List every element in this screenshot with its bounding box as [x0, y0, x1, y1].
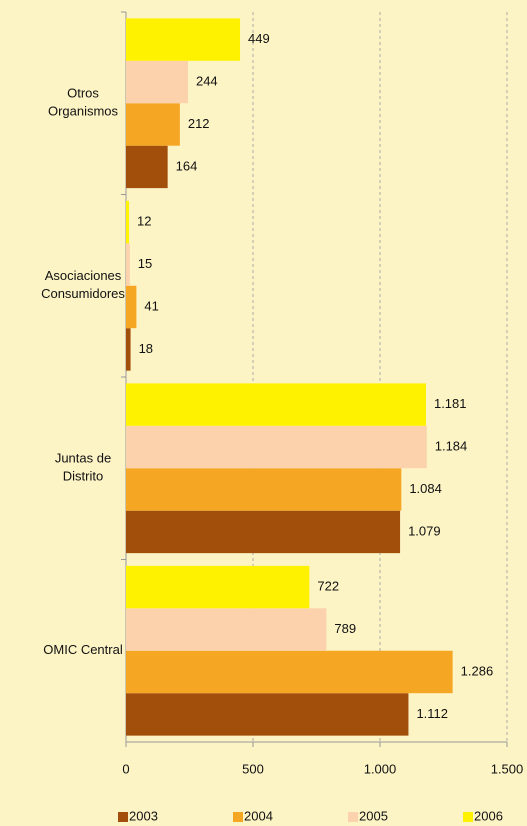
x-tick-label: 0	[122, 761, 129, 776]
data-label: 15	[138, 256, 152, 271]
data-label: 1.286	[461, 663, 494, 678]
bar	[126, 693, 409, 736]
data-label: 449	[248, 31, 270, 46]
bar	[126, 425, 427, 469]
y-tick-label: OMIC Central	[43, 642, 123, 657]
y-tick-label: Asociaciones Consumidores	[41, 268, 125, 301]
data-label: 1.112	[416, 706, 448, 721]
y-tick-label-line: Asociaciones	[45, 268, 122, 283]
x-tick-label: 500	[242, 761, 264, 776]
legend-swatch	[233, 812, 243, 822]
data-label: 789	[334, 621, 356, 636]
legend-label: 2003	[129, 808, 158, 823]
bar	[126, 145, 168, 189]
data-label: 18	[139, 341, 153, 356]
bar	[126, 608, 327, 651]
bar	[126, 383, 426, 426]
legend-swatch	[348, 812, 358, 822]
legend-label: 2006	[474, 808, 503, 823]
data-label: 1.184	[435, 438, 468, 453]
y-tick-label-line: Distrito	[63, 469, 103, 484]
data-label: 212	[188, 116, 210, 131]
bar	[126, 510, 401, 554]
data-label: 722	[317, 579, 339, 594]
y-tick-label-line: Otros	[67, 86, 99, 101]
data-label: 12	[137, 214, 151, 229]
bar	[126, 103, 180, 146]
bar	[126, 468, 402, 511]
y-tick-label-line: Juntas de	[55, 451, 111, 466]
y-tick-label-line: OMIC Central	[43, 642, 123, 657]
data-label: 164	[176, 158, 198, 173]
bar	[126, 285, 137, 329]
data-label: 41	[144, 298, 158, 313]
bar	[126, 328, 131, 371]
legend-swatch	[463, 812, 473, 822]
data-label: 244	[196, 73, 218, 88]
y-tick-label: Juntas de Distrito	[55, 451, 111, 484]
bar	[126, 650, 453, 694]
bar	[126, 243, 130, 286]
x-tick-label: 1.000	[364, 761, 397, 776]
y-tick-label-line: Consumidores	[41, 286, 125, 301]
x-tick-label: 1.500	[491, 761, 524, 776]
legend-label: 2005	[359, 808, 388, 823]
data-label: 1.181	[434, 396, 467, 411]
legend-label: 2004	[244, 808, 273, 823]
data-label: 1.079	[408, 523, 441, 538]
bar	[126, 60, 188, 104]
legend-swatch	[118, 812, 128, 822]
y-tick-label: Otros Organismos	[48, 86, 119, 119]
bar	[126, 200, 130, 244]
bar	[126, 18, 241, 61]
bar	[126, 565, 310, 609]
data-label: 1.084	[409, 481, 442, 496]
y-tick-label-line: Organismos	[48, 104, 119, 119]
